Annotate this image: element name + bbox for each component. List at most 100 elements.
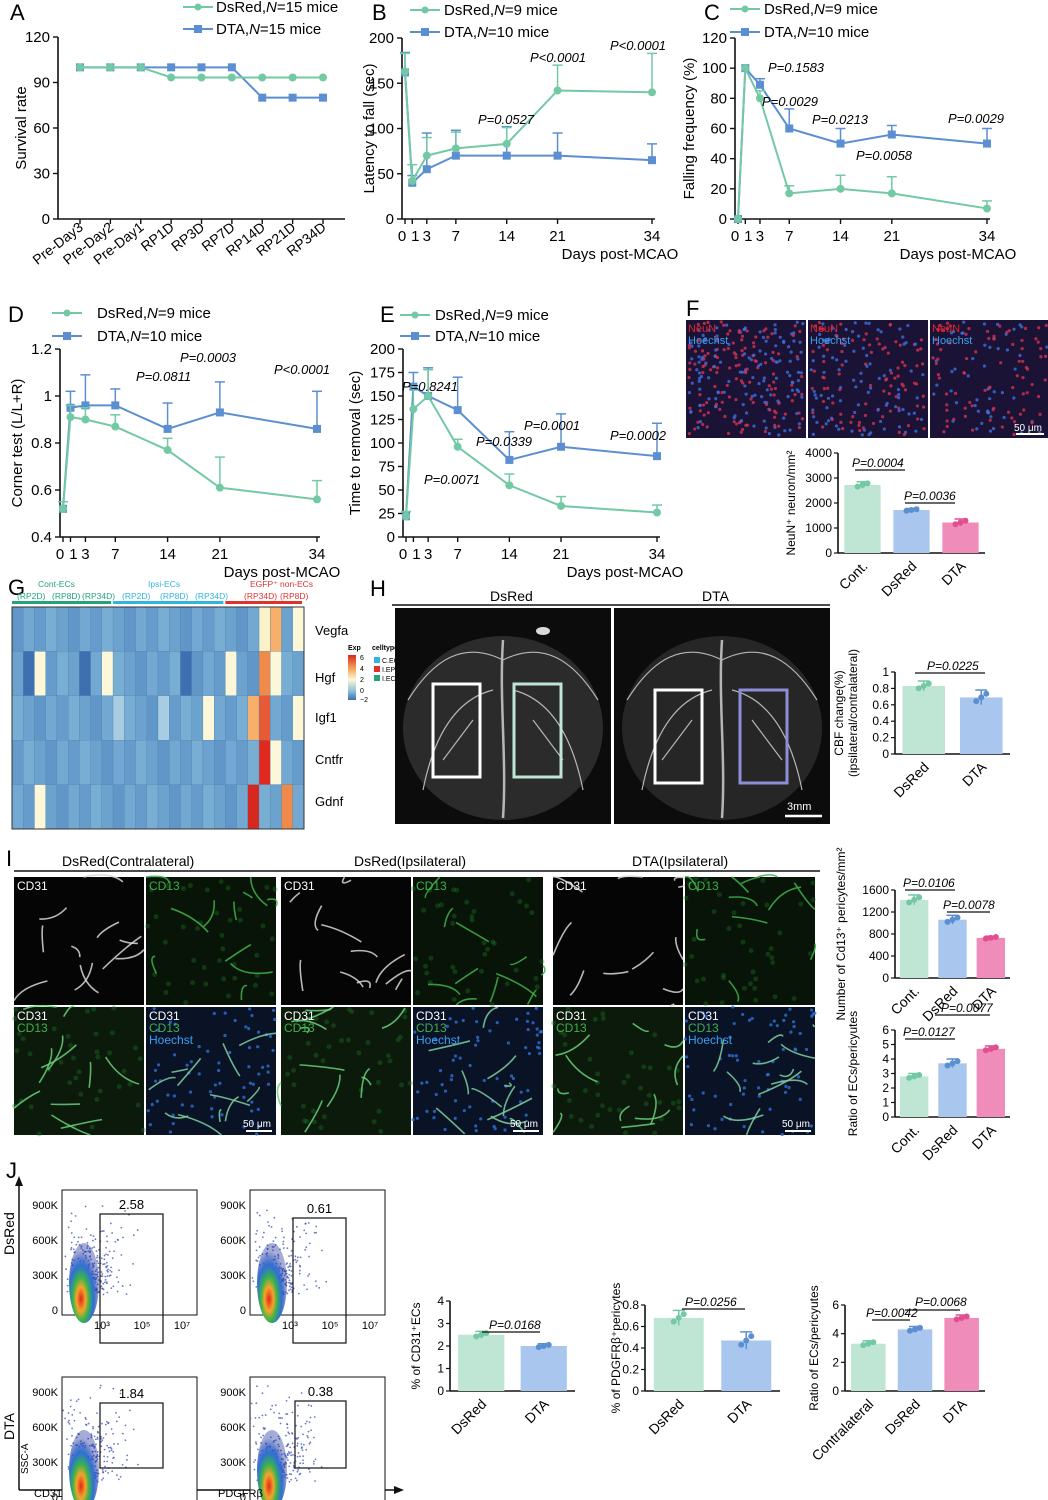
heatmap-cell [169,784,181,830]
data-point [987,934,994,941]
event-dot [67,1412,70,1414]
event-dot [318,1286,321,1289]
cell-nucleus [714,402,718,406]
cell-nucleus [869,350,873,354]
event-dot [290,1270,293,1272]
data-point-dta [785,124,794,133]
svg-text:DTA,N=10 mice: DTA,N=10 mice [444,24,549,41]
event-dot [302,1459,304,1462]
x-tick-label: 10³ [94,1320,110,1332]
background-signal [399,1082,405,1088]
cell-nucleus [739,419,744,423]
nucleus [206,1049,210,1053]
vessel [455,921,490,943]
svg-text:DTA,N=10 mice: DTA,N=10 mice [764,24,869,41]
cell-nucleus [821,327,825,331]
vessel [40,1044,77,1069]
x-tick-label: DsRed [645,1396,687,1438]
vessel [222,1042,241,1077]
background-signal [513,967,519,973]
data-point [949,916,956,923]
cell-nucleus [1002,415,1006,420]
y-tick-label: 1 [882,1096,889,1110]
nucleus [488,1029,492,1033]
cell-nucleus [901,407,905,412]
cell-nucleus [716,391,720,395]
cell-nucleus [868,383,873,388]
event-dot [300,1443,303,1445]
event-dot [71,1414,74,1416]
data-point-dsred [755,94,764,103]
cell-nucleus [841,427,845,431]
background-signal [481,940,487,946]
heatmap-cell [146,695,159,741]
svg-text:DsRed,N=15 mice: DsRed,N=15 mice [216,0,338,16]
nucleus [453,1116,457,1121]
background-signal [402,1014,408,1020]
event-dot [286,1247,289,1250]
background-signal [539,958,545,964]
x-tick-label: 3 [81,546,89,563]
nucleus [476,1035,480,1039]
cell-nucleus [906,424,911,428]
background-signal [291,1067,297,1073]
nucleus [217,1068,221,1073]
cell-nucleus [900,382,904,386]
vessel [489,976,499,1003]
event-dot [254,1459,257,1461]
event-dot [101,1287,104,1290]
heatmap-cell [23,784,35,830]
heatmap-cell [112,740,125,785]
event-dot [137,1463,139,1466]
vessel [341,876,352,884]
background-signal [595,1092,601,1098]
nucleus [732,1021,736,1026]
event-dot [114,1240,117,1243]
cell-nucleus [1025,391,1029,395]
cell-nucleus [931,356,935,360]
vessel [350,949,378,958]
cell-nucleus [992,337,996,341]
background-signal [424,970,430,976]
nucleus [450,1074,454,1078]
x-tick-label: 10⁵ [322,1320,339,1332]
vessel [557,1088,570,1095]
vessel [745,1108,761,1136]
heatmap-cell [281,606,293,652]
heatmap-cell [180,651,192,696]
cell-nucleus [706,411,710,415]
vessel [809,943,817,961]
event-dot [307,1275,309,1277]
cell-nucleus [813,324,817,328]
event-dot [298,1473,301,1476]
heatmap-border [11,606,305,830]
background-signal [621,1079,627,1085]
panel-label-G: G [8,575,25,600]
cell-nucleus [720,400,724,404]
cell-nucleus [773,328,777,332]
cell-nucleus [768,408,772,412]
cell-nucleus [865,364,869,368]
event-dot [297,1452,300,1454]
cell-nucleus [697,355,701,359]
background-signal [378,1128,384,1134]
event-dot [103,1448,106,1451]
cell-nucleus [922,427,926,431]
scale-label: 50 μm [510,1119,538,1130]
cell-nucleus [703,337,707,341]
cell-nucleus [991,408,995,412]
nucleus [482,1078,486,1083]
legend-title: celltype [372,645,398,652]
y-tick-label: 60 [710,121,727,138]
data-point [954,914,961,921]
event-dot [118,1416,121,1419]
background-signal [395,1037,401,1043]
column-title: DsRed(Contralateral) [62,853,194,869]
cell-nucleus [783,412,787,416]
heatmap-cell [11,740,24,785]
data-point-dta [557,442,566,451]
y-tick-label: 1 [44,388,52,405]
gate-box [294,1400,347,1469]
event-dot [96,1260,99,1262]
vessel [526,989,538,1005]
